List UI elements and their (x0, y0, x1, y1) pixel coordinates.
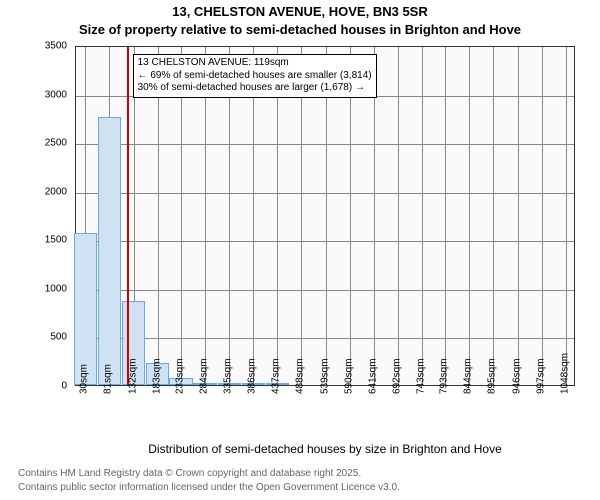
chart-container: 13, CHELSTON AVENUE, HOVE, BN3 5SR Size … (0, 0, 600, 500)
x-gridline (158, 47, 159, 385)
x-gridline (422, 47, 423, 385)
property-marker-line (127, 47, 129, 385)
footer-line2: Contains public sector information licen… (18, 482, 400, 493)
x-gridline (301, 47, 302, 385)
histogram-bar (74, 233, 98, 385)
x-gridline (277, 47, 278, 385)
x-gridline (350, 47, 351, 385)
x-tick-label: 641sqm (367, 358, 378, 394)
x-tick-label: 997sqm (535, 358, 546, 394)
x-gridline (181, 47, 182, 385)
footer-line1: Contains HM Land Registry data © Crown c… (18, 468, 361, 479)
x-gridline (518, 47, 519, 385)
x-gridline (493, 47, 494, 385)
x-gridline (542, 47, 543, 385)
annotation-box: 13 CHELSTON AVENUE: 119sqm← 69% of semi-… (133, 54, 377, 98)
x-gridline (445, 47, 446, 385)
x-axis-label: Distribution of semi-detached houses by … (75, 442, 575, 456)
x-tick-label: 437sqm (271, 358, 282, 394)
annotation-line: 30% of semi-detached houses are larger (… (138, 82, 372, 95)
x-tick-label: 946sqm (511, 358, 522, 394)
x-gridline (469, 47, 470, 385)
x-tick-label: 743sqm (415, 358, 426, 394)
chart-title-line1: 13, CHELSTON AVENUE, HOVE, BN3 5SR (0, 4, 600, 19)
x-tick-label: 183sqm (151, 358, 162, 394)
x-tick-label: 30sqm (79, 364, 90, 394)
annotation-line: ← 69% of semi-detached houses are smalle… (138, 70, 372, 83)
x-tick-label: 793sqm (439, 358, 450, 394)
histogram-bar (98, 117, 122, 385)
x-gridline (326, 47, 327, 385)
x-tick-label: 284sqm (199, 358, 210, 394)
chart-title-line2: Size of property relative to semi-detach… (0, 22, 600, 37)
x-tick-label: 844sqm (463, 358, 474, 394)
x-tick-label: 132sqm (127, 358, 138, 394)
x-tick-label: 488sqm (295, 358, 306, 394)
x-tick-label: 81sqm (103, 364, 114, 394)
x-tick-label: 1048sqm (559, 353, 570, 394)
x-gridline (566, 47, 567, 385)
x-gridline (205, 47, 206, 385)
x-tick-label: 539sqm (319, 358, 330, 394)
x-tick-label: 692sqm (391, 358, 402, 394)
annotation-line: 13 CHELSTON AVENUE: 119sqm (138, 57, 372, 70)
x-tick-label: 895sqm (487, 358, 498, 394)
x-gridline (398, 47, 399, 385)
x-gridline (253, 47, 254, 385)
x-gridline (229, 47, 230, 385)
plot-area: 13 CHELSTON AVENUE: 119sqm← 69% of semi-… (75, 46, 575, 386)
x-gridline (374, 47, 375, 385)
x-tick-label: 386sqm (247, 358, 258, 394)
x-tick-label: 335sqm (223, 358, 234, 394)
x-tick-label: 590sqm (343, 358, 354, 394)
x-tick-label: 233sqm (175, 358, 186, 394)
